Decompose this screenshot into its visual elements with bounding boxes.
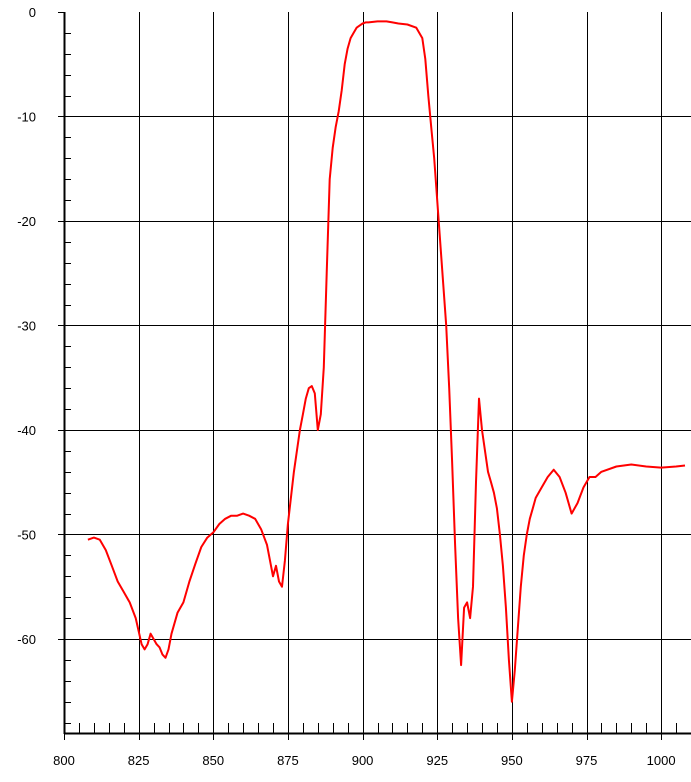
axes xyxy=(63,12,691,735)
y-tick-label: -60 xyxy=(17,632,36,647)
tick-labels: 800 825 850 875 900 925 950 975 1000 0 -10 -20 -30 -4… xyxy=(17,5,675,768)
x-tick-label: 1000 xyxy=(647,753,676,768)
x-tick-label: 975 xyxy=(576,753,598,768)
minor-ticks xyxy=(58,12,677,740)
series-layer xyxy=(87,20,686,703)
y-tick-label: -20 xyxy=(17,214,36,229)
y-tick-label: -50 xyxy=(17,527,36,542)
x-tick-label: 850 xyxy=(202,753,224,768)
y-tick-label: -40 xyxy=(17,423,36,438)
series-line xyxy=(87,20,686,703)
x-tick-label: 950 xyxy=(501,753,523,768)
y-tick-label: -30 xyxy=(17,318,36,333)
grid-lines xyxy=(64,12,691,733)
x-tick-label: 800 xyxy=(53,753,75,768)
y-tick-label: 0 xyxy=(29,5,36,20)
y-tick-label: -10 xyxy=(17,109,36,124)
x-tick-label: 900 xyxy=(352,753,374,768)
x-tick-label: 875 xyxy=(277,753,299,768)
x-tick-label: 825 xyxy=(128,753,150,768)
x-tick-label: 925 xyxy=(426,753,448,768)
